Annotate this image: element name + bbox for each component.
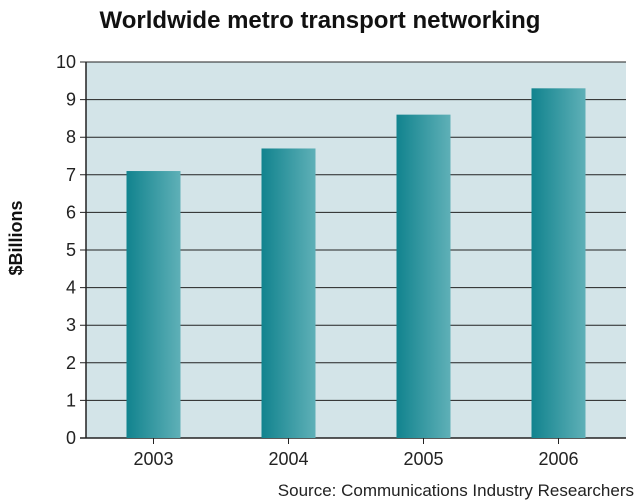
- x-tick-label: 2005: [403, 449, 443, 469]
- y-axis-label: $Billions: [6, 200, 26, 275]
- x-tick-label: 2004: [268, 449, 308, 469]
- y-tick-label: 9: [66, 90, 76, 110]
- y-tick-label: 7: [66, 165, 76, 185]
- y-tick-label: 0: [66, 428, 76, 448]
- y-tick-label: 6: [66, 202, 76, 222]
- y-tick-label: 4: [66, 278, 76, 298]
- bar-2005: [396, 114, 451, 438]
- y-axis-ticks: 0 1 2 3 4 5 6 7 8 9 10: [56, 52, 76, 448]
- bar-2004: [261, 148, 316, 439]
- x-tick-label: 2006: [538, 449, 578, 469]
- source-note: Source: Communications Industry Research…: [278, 481, 634, 500]
- y-tick-label: 3: [66, 315, 76, 335]
- x-axis-ticks: 2003 2004 2005 2006: [133, 438, 579, 469]
- y-tick-label: 2: [66, 353, 76, 373]
- chart-title: Worldwide metro transport networking: [100, 7, 541, 34]
- bars: [126, 88, 586, 439]
- x-tick-label: 2003: [133, 449, 173, 469]
- y-tick-label: 10: [56, 52, 76, 72]
- bar-2003: [126, 171, 181, 439]
- bar-2006: [531, 88, 586, 438]
- y-tick-label: 5: [66, 240, 76, 260]
- y-tick-label: 1: [66, 390, 76, 410]
- y-tick-label: 8: [66, 127, 76, 147]
